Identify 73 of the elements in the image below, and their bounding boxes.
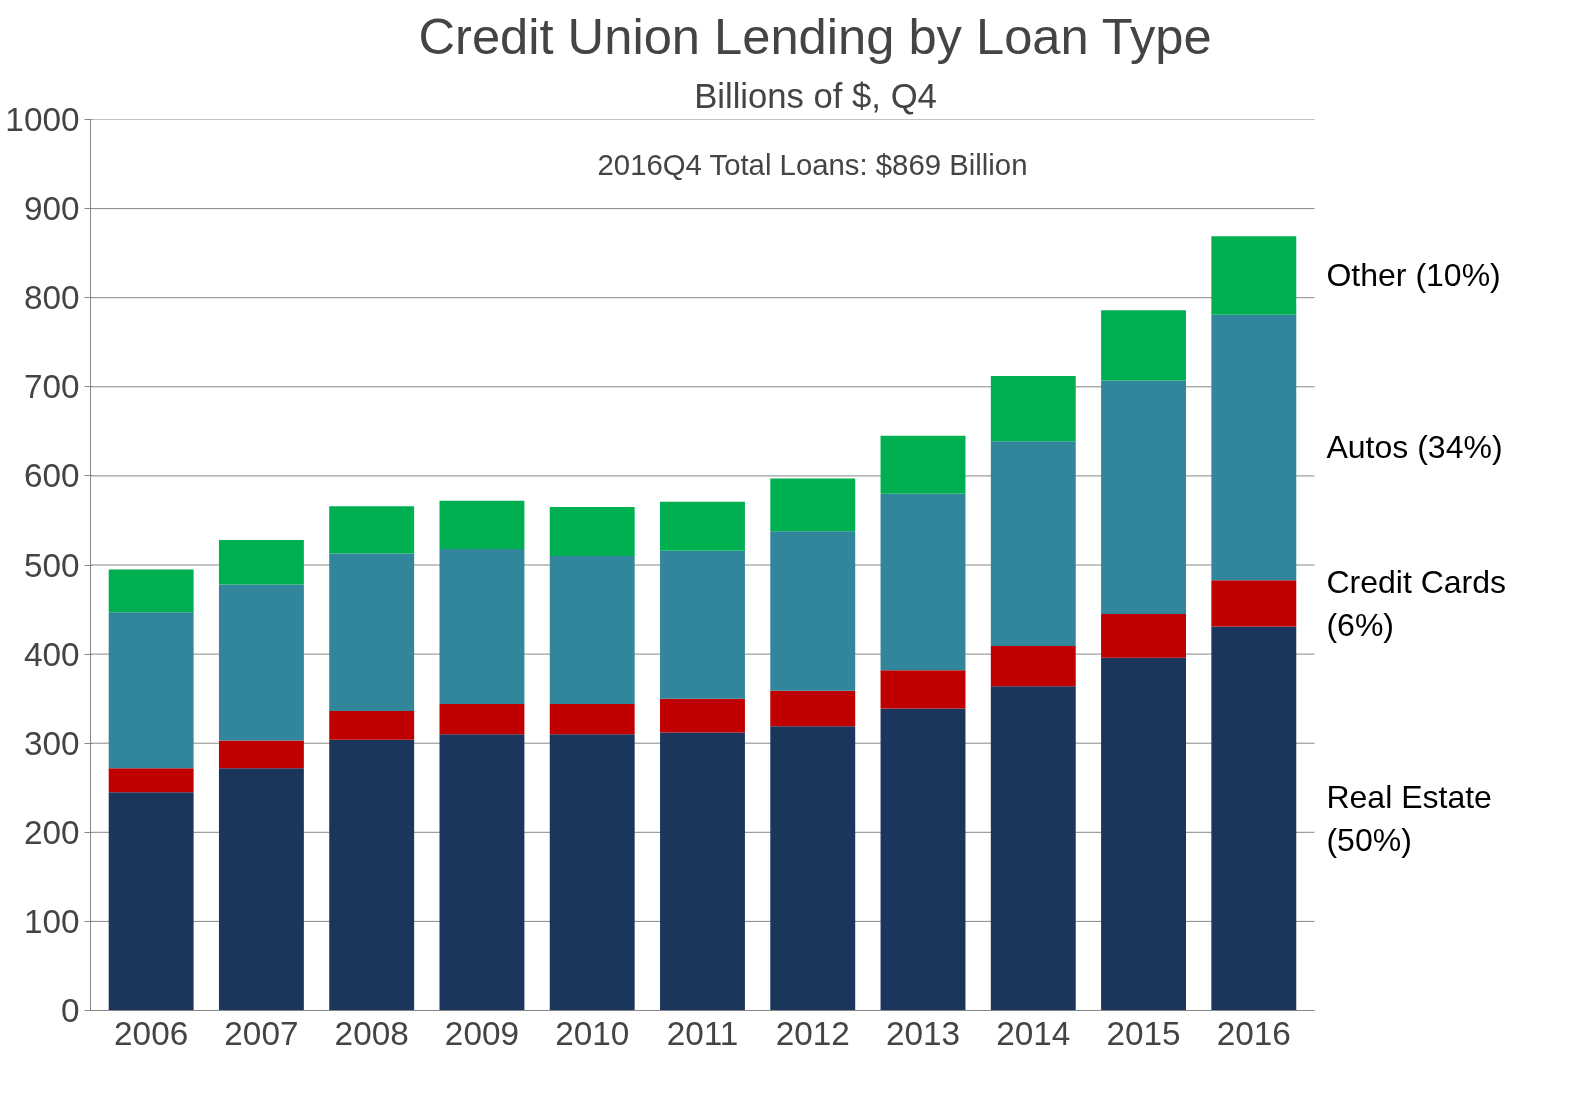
x-tick-label: 2012: [775, 1014, 850, 1052]
bar: [770, 531, 856, 691]
bar: [439, 500, 525, 549]
bar: [770, 478, 856, 532]
x-tick-label: 2011: [666, 1014, 739, 1052]
bar: [218, 768, 304, 1011]
bar: [108, 792, 194, 1011]
y-tick-label: 300: [23, 724, 80, 762]
bar: [660, 550, 745, 699]
bar: [990, 441, 1076, 647]
bar: [1211, 626, 1297, 1011]
bar: [218, 584, 304, 741]
bar: [770, 726, 856, 1011]
bar: [880, 435, 966, 494]
y-tick-label: 700: [23, 368, 80, 406]
y-tick-label: 900: [23, 190, 80, 228]
bar: [439, 548, 525, 704]
bar: [549, 556, 635, 704]
x-tick-label: 2010: [555, 1014, 630, 1052]
series-label: Credit Cards (6%): [1326, 563, 1507, 643]
bar: [1101, 310, 1186, 381]
chart-subtitle: Billions of $, Q4: [694, 76, 937, 115]
y-tick-label: 200: [23, 813, 80, 851]
bar: [880, 708, 966, 1011]
y-tick-label: 800: [23, 279, 80, 317]
bar: [880, 670, 966, 709]
bar: [1101, 380, 1186, 615]
bar: [329, 739, 415, 1011]
x-tick-label: 2009: [444, 1014, 520, 1052]
bar: [990, 646, 1076, 687]
y-tick-label: 600: [23, 457, 80, 495]
bar: [990, 376, 1076, 442]
bar: [218, 540, 304, 585]
bar: [108, 768, 194, 793]
bar: [218, 740, 304, 769]
bar: [549, 704, 635, 735]
annotation: 2016Q4 Total Loans: $869 Billion: [597, 147, 1028, 181]
bar: [549, 507, 635, 557]
bar: [1101, 657, 1186, 1011]
x-tick-label: 2015: [1106, 1014, 1181, 1052]
bar: [660, 698, 745, 733]
bar: [108, 569, 194, 613]
series-label: Other (10%): [1326, 257, 1501, 294]
y-tick-label: 100: [23, 902, 80, 940]
bar: [329, 553, 415, 712]
bar: [439, 734, 525, 1011]
bar: [990, 686, 1076, 1011]
x-tick-label: 2013: [885, 1014, 961, 1052]
series-label: Real Estate (50%): [1326, 778, 1492, 859]
bar: [549, 734, 635, 1011]
series-label: Autos (34%): [1326, 429, 1503, 466]
bar: [770, 690, 856, 727]
x-tick-label: 2008: [334, 1014, 409, 1052]
x-tick-label: 2007: [224, 1014, 299, 1052]
bar: [1101, 614, 1186, 658]
bar: [329, 506, 415, 554]
bar: [660, 501, 745, 551]
x-tick-label: 2014: [996, 1014, 1071, 1052]
bar: [329, 711, 415, 740]
bar: [108, 612, 194, 769]
bar: [1211, 314, 1297, 581]
x-tick-label: 2016: [1216, 1014, 1291, 1052]
bar: [660, 732, 745, 1011]
bar: [1211, 236, 1297, 315]
chart-title: Credit Union Lending by Loan Type: [418, 7, 1212, 65]
bar: [439, 704, 525, 735]
y-tick-label: 1000: [5, 101, 80, 138]
bar: [1211, 580, 1297, 627]
y-tick-label: 0: [60, 992, 80, 1029]
y-tick-label: 400: [23, 635, 80, 673]
y-tick-label: 500: [23, 546, 80, 584]
x-tick-label: 2006: [114, 1014, 189, 1052]
bar: [880, 493, 966, 671]
